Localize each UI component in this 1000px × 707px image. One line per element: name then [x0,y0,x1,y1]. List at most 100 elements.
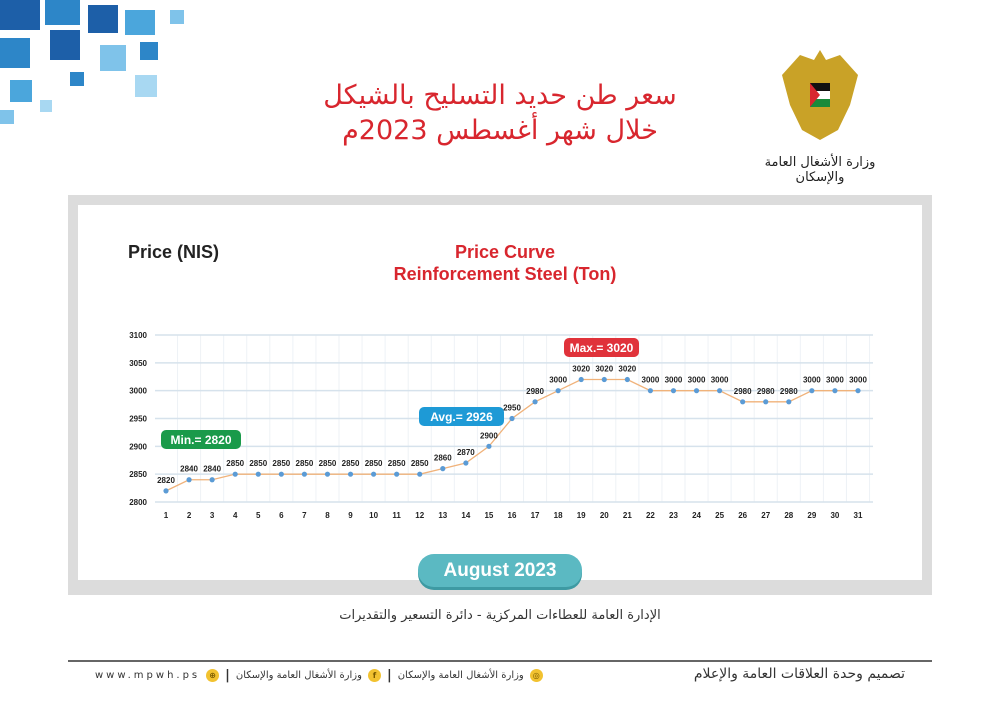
data-point [855,388,861,394]
annotation-box [564,338,639,357]
y-tick-label: 3050 [129,359,147,368]
x-tick-label: 19 [577,511,586,520]
data-label: 3000 [803,376,821,385]
x-tick-label: 30 [830,511,839,520]
data-label: 2980 [757,387,775,396]
data-label: 2850 [319,459,337,468]
annotation-label: Avg.= 2926 [430,410,493,424]
data-point [624,376,630,383]
data-label: 2900 [480,431,498,440]
data-point [763,399,769,405]
x-tick-label: 2 [187,511,192,520]
ministry-name: وزارة الأشغال العامة والإسكان [764,155,876,185]
y-tick-label: 3000 [129,387,147,396]
annotation-box [161,430,241,449]
data-label: 3000 [642,376,660,385]
data-label: 2850 [365,459,383,468]
data-label: 2850 [272,459,290,468]
month-label-button[interactable]: August 2023 [418,554,582,587]
data-point [786,399,792,405]
data-label: 2950 [503,404,521,413]
annotation-label: Min.= 2820 [170,433,231,447]
x-tick-label: 4 [233,511,238,520]
data-label: 3000 [711,376,729,385]
x-tick-label: 13 [438,511,447,520]
x-tick-label: 18 [554,511,563,520]
data-label: 2850 [411,459,429,468]
x-tick-label: 23 [669,511,678,520]
data-label: 2980 [780,387,798,396]
footer-links: www.mpwh.ps ⊕ | وزارة الأشغال العامة وال… [95,668,543,683]
facebook-icon: f [367,669,381,682]
x-tick-label: 8 [325,511,330,520]
x-tick-label: 26 [738,511,747,520]
department-name: الإدارة العامة للعطاءات المركزية - دائرة… [339,608,661,623]
data-label: 3020 [572,365,590,374]
x-tick-label: 25 [715,511,724,520]
facebook-link[interactable]: وزارة الأشغال العامة والإسكان [235,670,362,681]
data-point [301,471,307,477]
data-point [717,388,723,394]
page-title-line2: خلال شهر أغسطس 2023م [342,115,658,146]
x-tick-label: 27 [761,511,770,520]
annotation-label: Max.= 3020 [570,341,634,355]
data-point [693,388,700,394]
data-label: 2820 [157,476,175,485]
x-tick-label: 12 [415,511,424,520]
x-tick-label: 11 [392,511,401,520]
data-point [486,443,492,449]
data-point [255,471,261,477]
x-tick-label: 10 [369,511,378,520]
separator: | [225,668,230,683]
data-point [209,477,215,483]
data-point [647,388,654,394]
data-point [740,399,746,405]
data-label: 3020 [618,365,636,374]
data-point [440,466,446,472]
x-tick-label: 14 [461,511,470,520]
annotation-box [419,407,504,426]
x-tick-label: 3 [210,511,215,520]
x-tick-label: 29 [807,511,816,520]
data-label: 2850 [388,459,406,468]
data-label: 2850 [249,459,267,468]
data-point [578,376,584,383]
x-tick-label: 1 [164,511,169,520]
y-axis-label: Price (NIS) [128,242,220,262]
data-point [232,471,238,477]
data-label: 2840 [180,465,198,474]
website-link[interactable]: www.mpwh.ps [95,670,201,681]
globe-icon: ⊕ [206,669,220,682]
x-tick-label: 5 [256,511,261,520]
x-tick-label: 9 [348,511,353,520]
x-tick-label: 17 [531,511,540,520]
data-label: 2840 [203,465,221,474]
x-tick-label: 21 [623,511,632,520]
data-label: 2870 [457,448,475,457]
instagram-link[interactable]: وزارة الأشغال العامة والإسكان [397,670,524,681]
chart-title: Price Curve [454,242,556,262]
data-point [601,376,607,383]
design-credit: تصميم وحدة العلاقات العامة والإعلام [693,666,905,682]
data-point [670,388,677,394]
data-point [163,488,169,494]
x-tick-label: 16 [508,511,517,520]
data-label: 3000 [688,376,706,385]
data-label: 2860 [434,454,452,463]
data-point [532,399,538,405]
y-tick-label: 2850 [129,470,147,479]
data-label: 2850 [342,459,360,468]
data-point [347,471,354,477]
data-point [809,388,815,394]
x-tick-label: 15 [484,511,493,520]
data-point [832,388,838,394]
x-tick-label: 31 [854,511,863,520]
chart-subtitle: Reinforcement Steel (Ton) [393,264,617,284]
footer-divider [68,660,932,662]
x-tick-label: 6 [279,511,284,520]
data-point [555,388,561,394]
x-tick-label: 7 [302,511,307,520]
x-tick-label: 28 [784,511,793,520]
y-tick-label: 2900 [129,442,147,451]
